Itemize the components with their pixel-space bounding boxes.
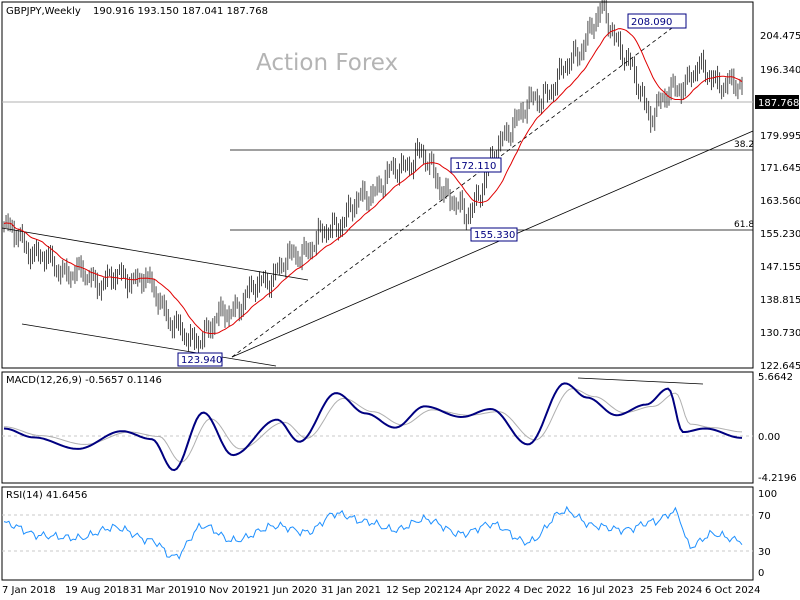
macd-line — [3, 382, 743, 472]
dashed-channel-line — [231, 21, 681, 358]
support-trendline — [231, 130, 754, 358]
rsi-tick: 0 — [758, 568, 764, 579]
price-tick: 130.730 — [760, 328, 800, 339]
price-tick: 147.155 — [760, 262, 800, 273]
level-123-box — [177, 352, 223, 367]
macd-panel — [1, 371, 754, 484]
level-155-box — [470, 227, 518, 242]
fib-382-label: 38.2 — [734, 140, 754, 150]
macd-tick: 0.00 — [758, 432, 780, 443]
symbol-label: GBPJPY,Weekly — [6, 6, 81, 17]
x-tick: 4 Dec 2022 — [514, 585, 572, 596]
moving-average-line — [3, 28, 743, 335]
level-208-box — [627, 13, 687, 29]
current-price-label: 187.768 — [758, 98, 799, 109]
x-tick: 7 Jan 2018 — [2, 585, 56, 596]
level-208-label: 208.090 — [631, 17, 672, 28]
rsi-title: RSI(14) 41.6456 — [6, 490, 87, 501]
level-123-label: 123.940 — [181, 355, 222, 366]
price-tick: 171.645 — [760, 163, 800, 174]
level-172-box — [450, 157, 502, 173]
price-tick: 138.815 — [760, 295, 800, 306]
x-tick: 12 Sep 2021 — [386, 585, 449, 596]
price-tick: 196.340 — [760, 65, 800, 76]
rsi-tick: 100 — [758, 489, 777, 500]
price-tick: 163.560 — [760, 196, 800, 207]
x-tick: 16 Jul 2023 — [577, 585, 634, 596]
x-tick: 31 Jan 2021 — [321, 585, 381, 596]
channel-lower-line — [21, 323, 277, 367]
price-tick: 155.230 — [760, 229, 800, 240]
rsi-tick: 30 — [758, 547, 771, 558]
ohlc-label: 190.916 193.150 187.041 187.768 — [93, 6, 268, 17]
x-tick: 24 Apr 2022 — [449, 585, 511, 596]
watermark: Action Forex — [256, 50, 398, 76]
price-panel — [1, 1, 754, 369]
channel-upper-line — [1, 227, 309, 281]
x-tick: 31 Mar 2019 — [130, 585, 193, 596]
level-155-label: 155.330 — [474, 230, 515, 241]
level-172-label: 172.110 — [455, 161, 496, 172]
current-price-box — [755, 95, 799, 109]
price-tick: 179.995 — [760, 131, 800, 142]
macd-title: MACD(12,26,9) -0.5657 0.1146 — [6, 375, 162, 386]
x-tick: 10 Nov 2019 — [193, 585, 257, 596]
macd-tick: 5.6642 — [758, 372, 793, 383]
macd-divergence-line — [577, 377, 704, 385]
x-tick: 25 Feb 2024 — [640, 585, 702, 596]
rsi-line — [3, 505, 743, 560]
x-tick: 19 Aug 2018 — [65, 585, 129, 596]
candles — [3, 0, 743, 354]
price-tick: 204.475 — [760, 31, 800, 42]
fib-618-label: 61.8 — [734, 220, 754, 230]
price-tick: 122.645 — [760, 361, 800, 372]
x-tick: 6 Oct 2024 — [705, 585, 760, 596]
x-tick: 21 Jun 2020 — [257, 585, 317, 596]
rsi-tick: 70 — [758, 511, 771, 522]
macd-tick: -4.2196 — [758, 473, 797, 484]
rsi-panel — [1, 486, 754, 581]
